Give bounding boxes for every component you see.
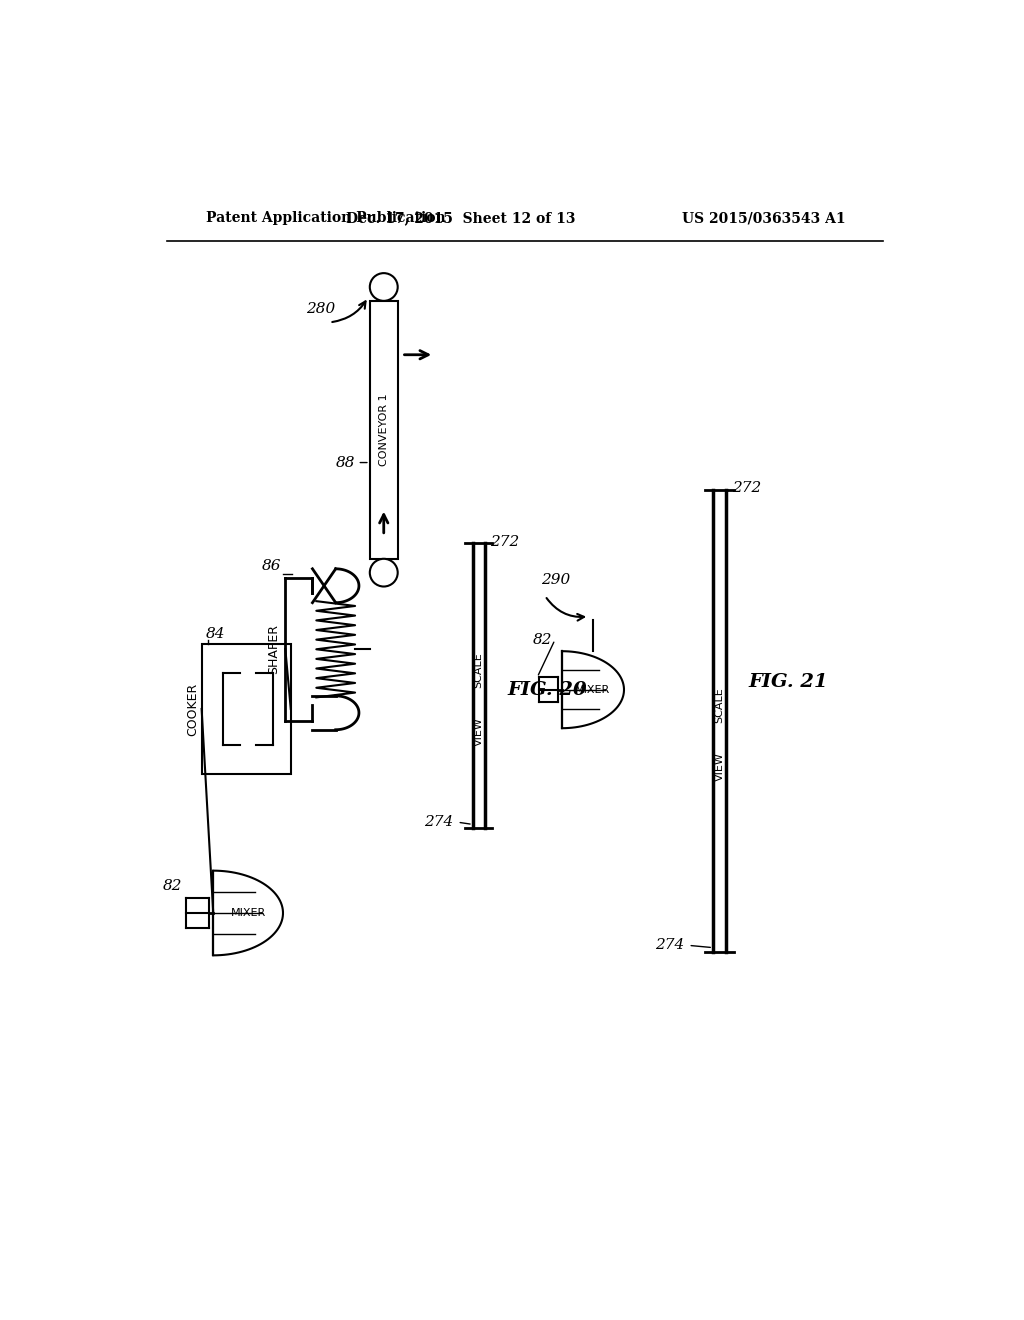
Circle shape [370,558,397,586]
Text: SHAPER: SHAPER [267,624,281,675]
Text: FIG. 21: FIG. 21 [748,673,827,690]
Text: 274: 274 [424,816,454,829]
Text: 86: 86 [262,560,282,573]
Text: Patent Application Publication: Patent Application Publication [206,211,445,226]
Circle shape [370,273,397,301]
Bar [202,644,291,775]
Text: VIEW: VIEW [474,718,483,747]
Text: COOKER: COOKER [185,682,199,735]
Text: Dec. 17, 2015  Sheet 12 of 13: Dec. 17, 2015 Sheet 12 of 13 [346,211,575,226]
Text: CONVEYOR 1: CONVEYOR 1 [379,393,389,466]
Text: 290: 290 [541,573,570,587]
Text: VIEW: VIEW [715,752,725,781]
Text: 274: 274 [655,939,684,952]
Text: 82: 82 [163,879,182,894]
Text: FIG. 20: FIG. 20 [508,681,588,698]
FancyArrowPatch shape [332,301,366,322]
Text: US 2015/0363543 A1: US 2015/0363543 A1 [682,211,846,226]
Text: 82: 82 [534,632,553,647]
Text: 84: 84 [206,627,225,642]
Text: 88: 88 [336,455,355,470]
Text: 272: 272 [732,480,762,495]
Text: 272: 272 [489,535,519,549]
Text: MIXER: MIXER [230,908,266,917]
Text: SCALE: SCALE [474,652,483,688]
FancyArrowPatch shape [547,598,584,620]
Text: MIXER: MIXER [575,685,610,694]
Text: 280: 280 [305,301,335,315]
Text: SCALE: SCALE [715,688,725,723]
Bar [370,301,397,558]
